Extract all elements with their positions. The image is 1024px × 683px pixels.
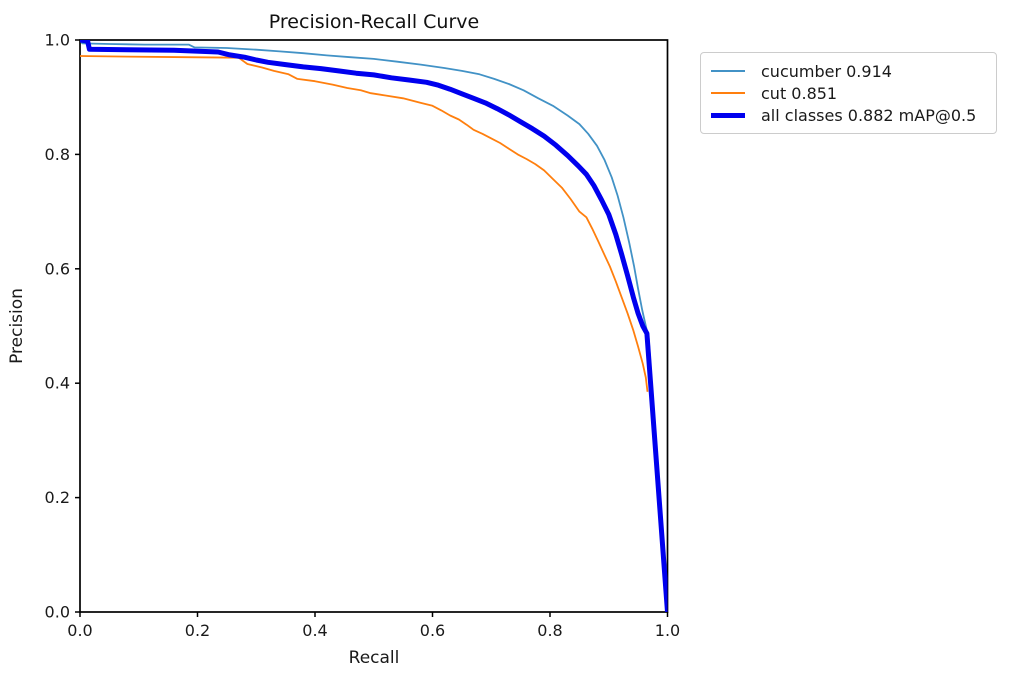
legend-item-all-classes: all classes 0.882 mAP@0.5 [711, 104, 986, 126]
cucumber-line-sample [711, 70, 745, 72]
legend-label-cut: cut 0.851 [761, 83, 838, 103]
x-tick-label: 0.6 [420, 621, 445, 640]
x-tick-label: 0.0 [67, 621, 92, 640]
legend-item-cucumber: cucumber 0.914 [711, 60, 986, 82]
x-tick-label: 0.4 [302, 621, 327, 640]
y-tick-label: 0.8 [45, 145, 70, 164]
x-tick-label: 0.8 [537, 621, 562, 640]
chart-title: Precision-Recall Curve [268, 11, 480, 33]
y-tick-label: 0.2 [45, 488, 70, 507]
all-classes-line-sample [711, 112, 745, 118]
series-line-cucumber [80, 40, 668, 612]
x-axis-label: Recall [348, 648, 400, 668]
series-lines [80, 40, 668, 612]
legend-label-all-classes: all classes 0.882 mAP@0.5 [761, 105, 977, 125]
axis-ticks: 0.0 0.2 0.4 0.6 0.8 1.0 0.0 0.2 0.4 0.6 0.8 1.0 [45, 31, 681, 641]
plot-border [79, 39, 669, 613]
legend-item-cut: cut 0.851 [711, 82, 986, 104]
y-tick-label: 1.0 [45, 31, 70, 50]
y-tick-label: 0.0 [45, 603, 70, 622]
legend: cucumber 0.914 cut 0.851 all classes 0.8… [700, 52, 997, 134]
x-tick-label: 1.0 [655, 621, 680, 640]
cut-line-sample [711, 92, 745, 94]
series-line-cut [80, 55, 649, 392]
y-tick-label: 0.4 [45, 374, 70, 393]
legend-line-swatch-all-classes [711, 112, 745, 118]
legend-line-swatch-cut [711, 92, 745, 94]
series-line-all-classes [80, 40, 668, 612]
legend-line-swatch-cucumber [711, 70, 745, 72]
y-axis-label: Precision [7, 288, 27, 364]
legend-label-cucumber: cucumber 0.914 [761, 61, 892, 81]
y-tick-label: 0.6 [45, 259, 70, 278]
x-tick-label: 0.2 [185, 621, 210, 640]
